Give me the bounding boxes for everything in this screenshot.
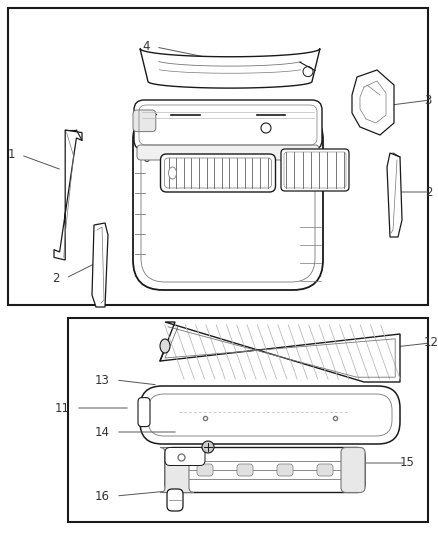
Text: 6: 6 [142, 151, 150, 165]
Text: 2: 2 [425, 185, 432, 198]
Text: 7: 7 [298, 149, 305, 161]
Polygon shape [140, 49, 320, 88]
Text: 3: 3 [424, 93, 431, 107]
FancyBboxPatch shape [281, 149, 349, 191]
FancyBboxPatch shape [160, 448, 194, 492]
Polygon shape [387, 153, 402, 237]
Polygon shape [160, 322, 400, 382]
FancyBboxPatch shape [165, 448, 205, 465]
FancyBboxPatch shape [160, 154, 276, 192]
Circle shape [202, 441, 214, 453]
FancyBboxPatch shape [237, 464, 253, 476]
FancyBboxPatch shape [134, 100, 322, 150]
FancyBboxPatch shape [165, 448, 365, 492]
Text: 1: 1 [7, 149, 15, 161]
Bar [8, 8, 428, 305]
FancyBboxPatch shape [140, 386, 400, 444]
FancyBboxPatch shape [317, 464, 333, 476]
Polygon shape [92, 223, 108, 307]
Text: 16: 16 [95, 489, 110, 503]
Ellipse shape [169, 167, 177, 179]
FancyBboxPatch shape [341, 448, 365, 492]
Ellipse shape [160, 339, 170, 353]
Bar [68, 318, 428, 522]
Text: 13: 13 [95, 374, 110, 386]
Text: 15: 15 [400, 456, 415, 470]
FancyBboxPatch shape [277, 464, 293, 476]
Text: 4: 4 [142, 41, 150, 53]
Polygon shape [352, 70, 394, 135]
Polygon shape [54, 130, 82, 260]
FancyBboxPatch shape [167, 489, 183, 511]
Text: 2: 2 [53, 271, 60, 285]
FancyBboxPatch shape [137, 145, 319, 160]
Text: 14: 14 [95, 425, 110, 439]
FancyBboxPatch shape [138, 398, 150, 426]
Text: 5: 5 [143, 101, 150, 115]
Text: 11: 11 [55, 401, 70, 415]
FancyBboxPatch shape [133, 110, 323, 290]
Text: 12: 12 [424, 336, 438, 350]
FancyBboxPatch shape [133, 110, 156, 132]
FancyBboxPatch shape [197, 464, 213, 476]
